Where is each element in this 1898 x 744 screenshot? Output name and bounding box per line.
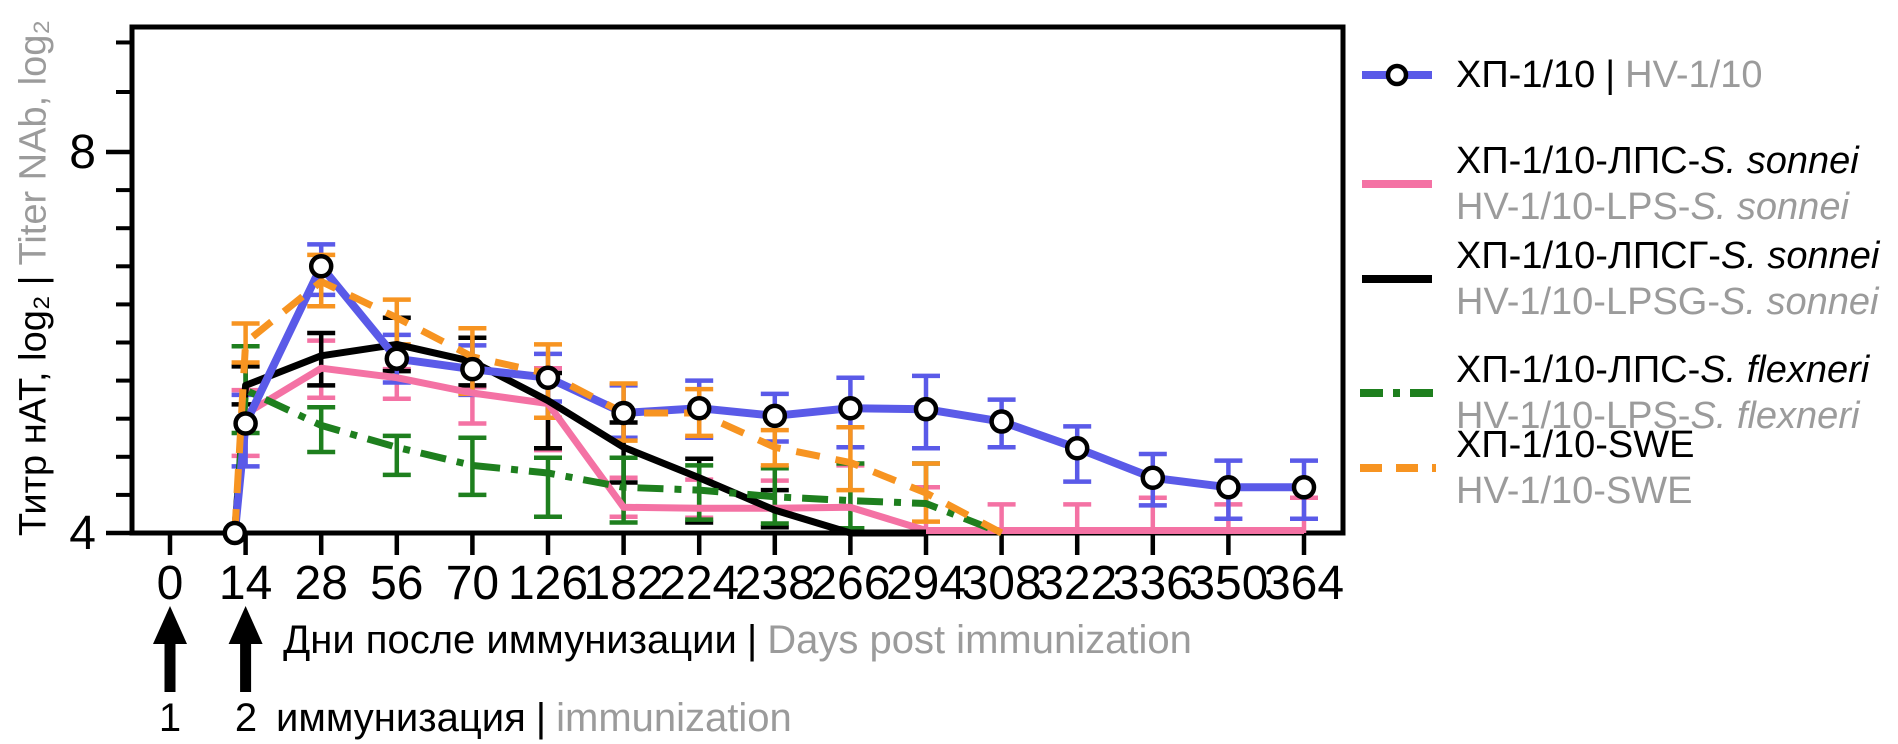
open-circle-marker [308, 254, 334, 279]
legend-entry-lps-flexneri: ХП-1/10-ЛПС-S. flexneri HV-1/10-LPS-S. f… [1356, 347, 1869, 439]
legend-label-ru: ХП-1/10-ЛПСГ-S. sonnei [1456, 235, 1880, 277]
series-line-HV-1/10 [230, 262, 1304, 534]
legend-marker-line-circle [1362, 63, 1432, 87]
immunization-2-label: 2 [234, 696, 258, 740]
legend-marker-dashdot-line [1360, 389, 1436, 397]
legend-label-ru: ХП-1/10-ЛПС-S. sonnei [1456, 140, 1859, 182]
x-tick-label: 14 [219, 557, 272, 610]
x-tick-label: 294 [886, 557, 966, 610]
x-tick-label: 182 [584, 557, 664, 610]
arrow-shaft [164, 640, 176, 692]
series-line-HV-1/10-LPSG-S. sonnei [231, 340, 926, 537]
arrow-head [228, 606, 263, 644]
legend-marker-solid-line [1362, 275, 1432, 283]
immunization-1-label: 1 [158, 696, 182, 740]
legend-entry-hv-1-10: ХП-1/10 | HV-1/10 [1356, 52, 1762, 98]
y-tick-label: 4 [69, 507, 96, 560]
x-tick-label: 322 [1037, 557, 1117, 610]
open-circle-marker [762, 403, 788, 429]
legend-entry-lpsg-sonnei: ХП-1/10-ЛПСГ-S. sonnei HV-1/10-LPSG-S. s… [1356, 233, 1879, 325]
legend-label-ru: ХП-1/10-SWE [1456, 424, 1695, 466]
open-circle-marker [460, 356, 485, 382]
x-tick-label: 336 [1113, 557, 1193, 610]
immunization-arrow-icon [153, 606, 187, 692]
y-axis-title-primary: Титр нАТ, log₂ [12, 295, 55, 537]
x-tick-label: 238 [735, 557, 815, 610]
immunization-caption-secondary: immunization [556, 696, 792, 740]
legend-label-en: HV-1/10-LPS-S. sonnei [1456, 186, 1849, 228]
legend-label-en: HV-1/10-LPSG-S. sonnei [1456, 281, 1879, 323]
y-axis-title-secondary: Titer NAb, log₂ [12, 19, 55, 266]
plot-box [129, 24, 1346, 536]
x-tick-label: 308 [962, 557, 1042, 610]
x-tick-label: 364 [1264, 557, 1344, 610]
open-circle-marker [384, 346, 410, 371]
series-markers-HV-1/10 [222, 254, 1317, 546]
open-circle-marker [611, 400, 636, 426]
y-axis-title: Титр нАТ, log₂ | Titer NAb, log₂ [13, 20, 56, 536]
x-tick-label: 70 [446, 557, 499, 610]
open-circle-marker [535, 365, 561, 390]
open-circle-marker [1064, 435, 1090, 461]
x-tick-label: 0 [157, 557, 184, 610]
x-tick-label: 28 [295, 557, 348, 610]
x-tick-label: 350 [1188, 557, 1268, 610]
legend-label-en: HV-1/10-LPS-S. flexneri [1456, 395, 1860, 437]
x-axis-title-divider: | [746, 618, 758, 662]
open-circle-marker [1291, 475, 1317, 500]
x-axis-title-primary: Дни после иммунизации [283, 618, 737, 662]
open-circle-icon [1385, 63, 1409, 87]
legend-marker-dashed-line [1360, 464, 1436, 472]
y-tick-label: 8 [69, 126, 96, 179]
x-tick-label: 56 [370, 557, 423, 610]
series-line-HV-1/10-SWE [231, 278, 1004, 537]
open-circle-marker [233, 411, 258, 436]
series-line-HV-1/10-LPS-S. sonnei [231, 364, 1304, 534]
legend-label-ru: ХП-1/10-ЛПС-S. flexneri [1456, 349, 1870, 391]
legend-entry-lps-sonnei: ХП-1/10-ЛПС-S. sonnei HV-1/10-LPS-S. son… [1356, 138, 1859, 230]
arrow-shaft [240, 640, 252, 692]
x-tick-label: 224 [659, 557, 739, 610]
legend-label-en: HV-1/10-SWE [1456, 470, 1693, 512]
open-circle-marker [1140, 465, 1166, 491]
arrow-head [153, 606, 187, 644]
open-circle-marker [838, 395, 863, 421]
immunization-caption: иммунизация | immunization [276, 696, 792, 741]
immunization-caption-primary: иммунизация [276, 696, 526, 740]
series-line-HV-1/10-LPS-S. flexneri [231, 386, 1003, 537]
open-circle-marker [989, 409, 1014, 434]
x-tick-label: 126 [508, 557, 588, 610]
immunization-caption-divider: | [535, 696, 547, 740]
open-circle-marker [1216, 475, 1241, 500]
y-axis-title-divider: | [12, 275, 55, 286]
x-axis-title-secondary: Days post immunization [767, 618, 1192, 662]
x-axis-title: Дни после иммунизации | Days post immuniza… [132, 618, 1343, 663]
legend-label: ХП-1/10 | HV-1/10 [1456, 54, 1763, 96]
open-circle-marker [686, 395, 712, 421]
legend-marker-solid-line [1362, 180, 1432, 188]
immunization-arrow-icon [228, 606, 263, 692]
x-tick-label: 266 [810, 557, 890, 610]
open-circle-marker [913, 396, 939, 422]
legend-entry-swe: ХП-1/10-SWE HV-1/10-SWE [1356, 422, 1694, 514]
open-circle-marker [222, 520, 248, 546]
